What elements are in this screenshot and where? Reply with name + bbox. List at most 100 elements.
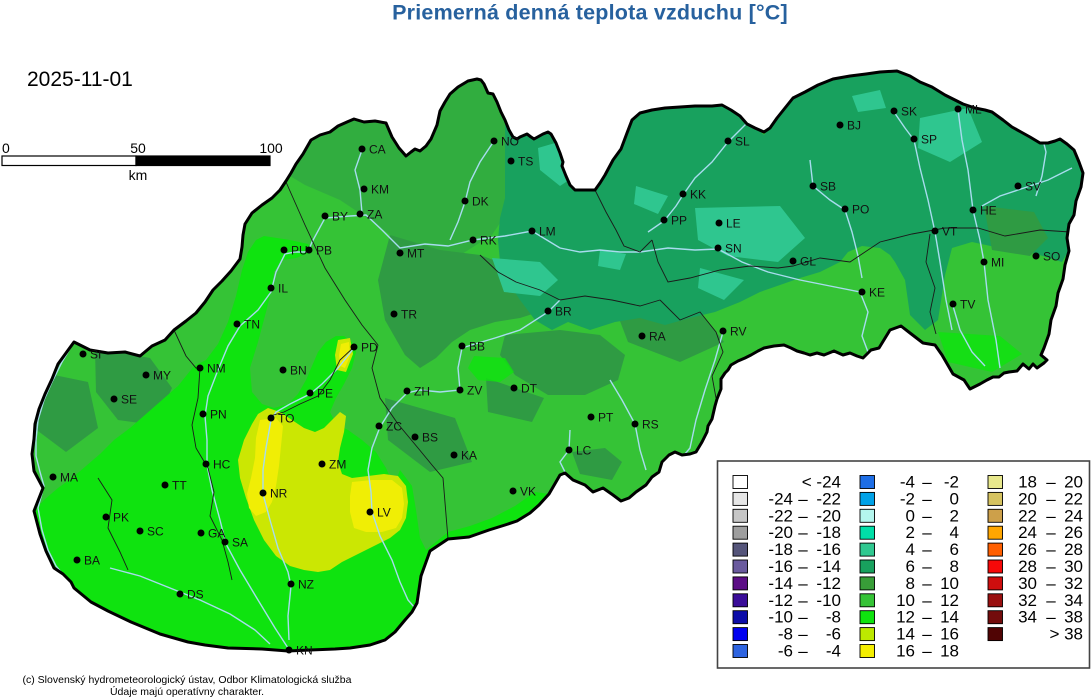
svg-text:18: 18: [940, 642, 959, 661]
svg-text:–: –: [798, 540, 808, 559]
svg-text:PU: PU: [291, 244, 308, 258]
svg-text:VK: VK: [520, 485, 536, 499]
svg-text:SC: SC: [147, 525, 164, 539]
svg-text:8: 8: [950, 557, 959, 576]
svg-text:–: –: [798, 574, 808, 593]
svg-text:–: –: [798, 625, 808, 644]
svg-text:–: –: [922, 625, 932, 644]
svg-text:10: 10: [940, 574, 959, 593]
svg-text:PT: PT: [598, 411, 614, 425]
svg-text:32: 32: [1018, 591, 1037, 610]
svg-text:TT: TT: [172, 479, 187, 493]
svg-text:–: –: [1046, 591, 1056, 610]
svg-text:-8: -8: [778, 625, 793, 644]
svg-text:–: –: [922, 642, 932, 661]
svg-text:4: 4: [906, 540, 915, 559]
svg-text:DS: DS: [187, 588, 204, 602]
svg-text:14: 14: [940, 608, 959, 627]
svg-text:PE: PE: [317, 387, 333, 401]
svg-text:ZC: ZC: [386, 420, 402, 434]
svg-text:RV: RV: [730, 325, 746, 339]
svg-text:–: –: [1046, 608, 1056, 627]
svg-text:-14: -14: [816, 557, 841, 576]
svg-text:–: –: [1046, 489, 1056, 508]
svg-text:-24: -24: [768, 489, 793, 508]
svg-text:-8: -8: [826, 608, 841, 627]
svg-text:-2: -2: [944, 473, 959, 492]
svg-text:–: –: [798, 591, 808, 610]
svg-text:ZM: ZM: [329, 458, 346, 472]
svg-text:> 38: > 38: [1049, 625, 1083, 644]
svg-text:4: 4: [950, 523, 959, 542]
svg-text:-18: -18: [768, 540, 793, 559]
svg-text:(c) Slovenský hydrometeorologi: (c) Slovenský hydrometeorologický ústav,…: [23, 674, 352, 686]
svg-text:BA: BA: [84, 554, 100, 568]
svg-text:LM: LM: [539, 225, 556, 239]
svg-text:–: –: [922, 489, 932, 508]
svg-text:TV: TV: [960, 298, 975, 312]
svg-text:BN: BN: [290, 364, 307, 378]
svg-text:KA: KA: [461, 449, 477, 463]
svg-text:MY: MY: [153, 369, 171, 383]
svg-text:–: –: [798, 523, 808, 542]
svg-text:VT: VT: [942, 225, 958, 239]
svg-text:6: 6: [906, 557, 915, 576]
svg-text:BS: BS: [422, 431, 438, 445]
svg-text:–: –: [922, 574, 932, 593]
svg-text:PK: PK: [113, 511, 129, 525]
svg-text:0: 0: [950, 489, 959, 508]
svg-text:PN: PN: [210, 408, 227, 422]
svg-text:-4: -4: [826, 642, 841, 661]
svg-text:PP: PP: [671, 214, 687, 228]
svg-text:24: 24: [1018, 523, 1037, 542]
svg-text:–: –: [1046, 574, 1056, 593]
svg-text:-12: -12: [816, 574, 841, 593]
svg-text:GL: GL: [800, 255, 816, 269]
svg-text:-16: -16: [816, 540, 841, 559]
svg-text:RK: RK: [480, 234, 497, 248]
svg-text:HC: HC: [213, 458, 231, 472]
svg-text:PB: PB: [316, 244, 332, 258]
svg-text:TR: TR: [401, 308, 417, 322]
svg-text:22: 22: [1064, 489, 1083, 508]
svg-text:CA: CA: [369, 143, 386, 157]
svg-text:PD: PD: [361, 341, 378, 355]
svg-text:SI: SI: [90, 348, 101, 362]
svg-text:PO: PO: [852, 203, 869, 217]
svg-text:24: 24: [1064, 506, 1083, 525]
svg-text:BJ: BJ: [847, 119, 861, 133]
svg-text:-12: -12: [768, 591, 793, 610]
svg-text:ZV: ZV: [467, 384, 482, 398]
svg-text:–: –: [798, 557, 808, 576]
svg-text:HE: HE: [980, 204, 997, 218]
svg-text:–: –: [922, 557, 932, 576]
svg-text:ZH: ZH: [414, 385, 430, 399]
svg-text:100: 100: [259, 140, 283, 156]
svg-text:0: 0: [2, 140, 10, 156]
svg-text:RA: RA: [649, 330, 666, 344]
svg-text:–: –: [922, 523, 932, 542]
svg-text:26: 26: [1018, 540, 1037, 559]
svg-text:26: 26: [1064, 523, 1083, 542]
svg-text:ML: ML: [965, 103, 982, 117]
svg-text:2: 2: [950, 506, 959, 525]
svg-text:BR: BR: [555, 305, 572, 319]
svg-text:-4: -4: [900, 473, 915, 492]
svg-text:50: 50: [130, 140, 146, 156]
svg-text:TO: TO: [278, 412, 294, 426]
svg-text:–: –: [1046, 557, 1056, 576]
svg-text:LV: LV: [377, 506, 391, 520]
svg-text:SL: SL: [735, 135, 750, 149]
svg-text:–: –: [798, 642, 808, 661]
svg-text:-6: -6: [778, 642, 793, 661]
svg-text:LC: LC: [576, 444, 592, 458]
svg-text:ZA: ZA: [367, 208, 382, 222]
svg-text:–: –: [1046, 523, 1056, 542]
svg-text:SA: SA: [232, 536, 248, 550]
svg-text:-20: -20: [768, 523, 793, 542]
svg-text:-2: -2: [900, 489, 915, 508]
svg-text:NM: NM: [207, 362, 226, 376]
svg-text:-22: -22: [768, 506, 793, 525]
svg-text:18: 18: [1018, 473, 1037, 492]
svg-text:NO: NO: [501, 135, 519, 149]
